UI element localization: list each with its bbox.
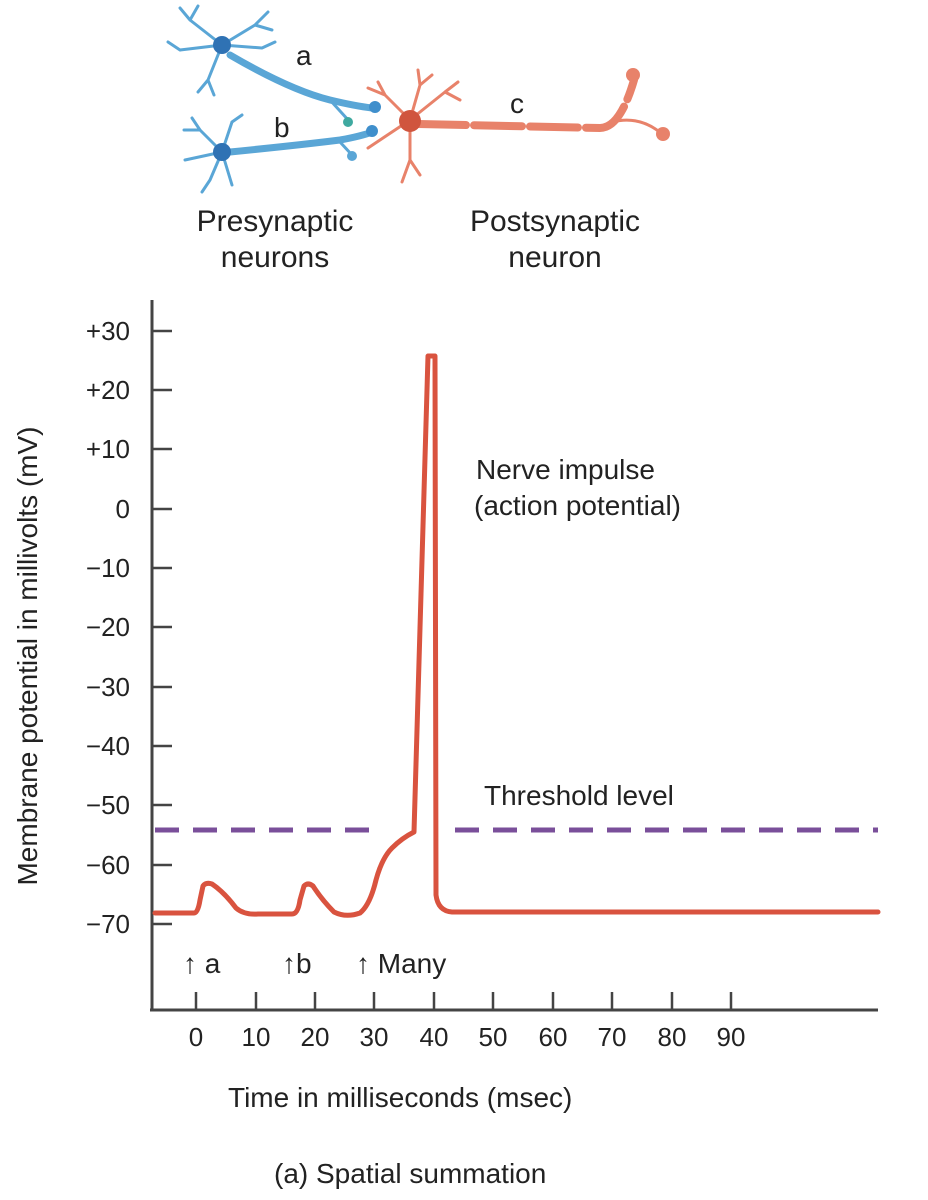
neuron-a-label: a xyxy=(296,40,312,71)
stimulus-b-label: ↑b xyxy=(282,948,312,979)
soma-a xyxy=(213,36,231,54)
soma-b xyxy=(213,143,231,161)
threshold-level-label: Threshold level xyxy=(484,780,674,811)
y-axis-title: Membrane potential in millivolts (mV) xyxy=(12,426,43,886)
y-tick-label: −50 xyxy=(85,790,130,820)
x-tick-label: 50 xyxy=(478,1022,508,1052)
neuron-c-label: c xyxy=(510,88,524,119)
soma-c xyxy=(399,110,421,132)
x-tick-label: 90 xyxy=(716,1022,746,1052)
stimulus-many-label: ↑ Many xyxy=(356,948,447,979)
x-tick-label: 20 xyxy=(300,1022,330,1052)
y-tick-label: −60 xyxy=(85,850,130,880)
postsynaptic-label: Postsynaptic neuron xyxy=(469,205,641,274)
x-tick-label: 30 xyxy=(359,1022,389,1052)
x-tick-label: 40 xyxy=(419,1022,449,1052)
y-tick-label: −40 xyxy=(85,731,130,761)
stimulus-a-label: ↑ a xyxy=(183,948,221,979)
y-tick-label: −70 xyxy=(85,909,130,939)
y-tick-label: −30 xyxy=(85,672,130,702)
y-axis-ticks xyxy=(152,329,172,926)
presynaptic-neuron-a xyxy=(166,4,381,127)
x-tick-label: 60 xyxy=(538,1022,568,1052)
y-tick-label: +20 xyxy=(85,375,130,405)
x-tick-label: 10 xyxy=(241,1022,271,1052)
y-tick-label: +10 xyxy=(85,434,130,464)
figure-caption: (a) Spatial summation xyxy=(274,1158,547,1189)
x-tick-label: 0 xyxy=(188,1022,204,1052)
x-axis-ticks xyxy=(194,992,733,1010)
x-tick-label: 70 xyxy=(597,1022,627,1052)
y-tick-label: +30 xyxy=(85,316,130,346)
y-tick-label: −10 xyxy=(85,553,130,583)
neuron-illustration xyxy=(166,4,670,194)
y-tick-label: −20 xyxy=(85,612,130,642)
nerve-impulse-annotation: Nerve impulse (action potential) xyxy=(474,454,682,521)
neuron-b-label: b xyxy=(274,112,290,143)
y-tick-label: 0 xyxy=(115,494,130,524)
chart-axes xyxy=(150,300,878,1012)
membrane-potential-curve xyxy=(152,353,881,918)
x-axis-title: Time in milliseconds (msec) xyxy=(228,1082,573,1113)
presynaptic-label: Presynaptic neurons xyxy=(196,205,354,274)
x-tick-label: 80 xyxy=(657,1022,687,1052)
